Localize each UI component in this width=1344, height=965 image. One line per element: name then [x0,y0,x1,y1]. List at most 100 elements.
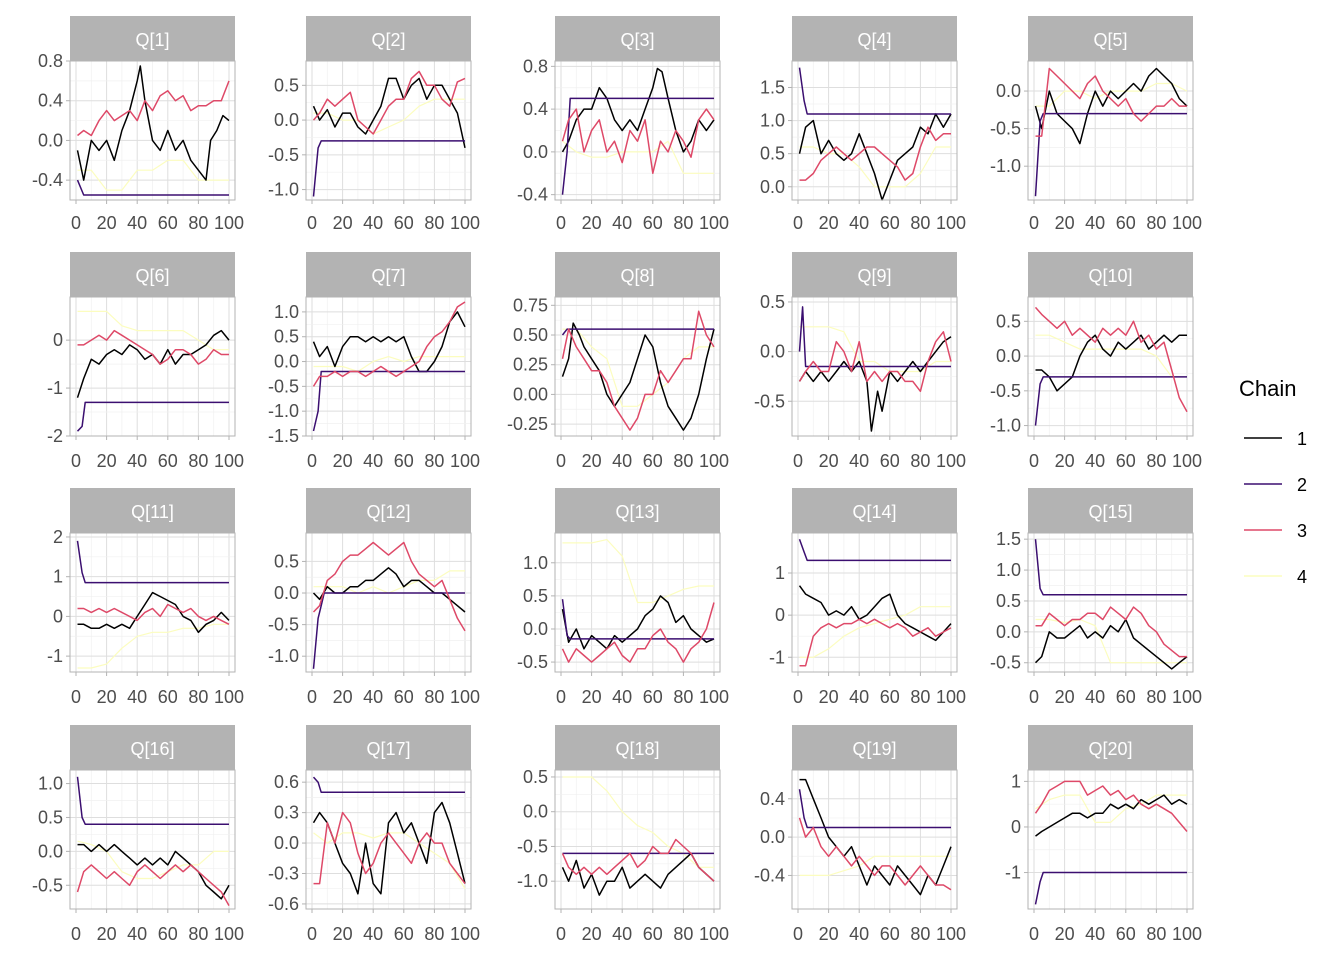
panel-border [791,769,958,910]
chain-1-trace [77,843,230,900]
x-tick-label: 20 [582,687,602,707]
x-tick-label: 100 [699,687,729,707]
chain-3-trace [1034,780,1188,832]
x-tick-label: 40 [1085,924,1105,944]
facet-strip [1028,725,1193,770]
y-tick-label: -0.5 [268,615,299,635]
facet-title: Q[8] [620,266,654,286]
panel-border [791,532,958,673]
chain-3-trace [77,329,229,365]
panel-border [791,296,958,437]
x-tick-label: 40 [1085,687,1105,707]
chain-3-trace [77,80,230,137]
chain-2-trace [312,370,465,432]
y-tick-label: -1 [1005,863,1021,883]
chain-4-trace [1035,794,1187,823]
y-tick-label: 0.0 [523,142,548,162]
panel-border [69,769,236,910]
facet-title: Q[12] [366,502,410,522]
facet-strip [792,16,957,61]
chain-4-trace [799,326,951,373]
x-tick-label: 80 [424,451,444,471]
y-tick-label: 0.8 [38,51,63,71]
x-tick-label: 20 [1055,687,1075,707]
x-tick-label: 60 [158,451,178,471]
x-tick-label: 60 [394,213,414,233]
y-tick-label: 0.0 [760,177,785,197]
y-tick-label: -0.4 [32,170,63,190]
x-tick-label: 0 [71,213,81,233]
x-tick-label: 20 [97,451,117,471]
panel-border [791,60,958,201]
chain-4-trace [562,328,714,407]
y-tick-label: 2 [53,527,63,547]
y-tick-label: 0.50 [513,325,548,345]
panel-border [1027,60,1194,201]
x-tick-label: 0 [556,213,566,233]
chain-3-trace [561,602,715,663]
x-tick-label: 80 [188,451,208,471]
x-tick-label: 100 [450,213,480,233]
x-tick-label: 100 [214,213,244,233]
chain-1-trace [561,322,715,431]
panel-5: Q[5] -1.0 -0.5 0.0 0 20 40 60 80 100 [990,16,1202,233]
x-tick-label: 40 [612,924,632,944]
chain-3-trace [798,817,952,891]
chain-1-trace [561,67,715,153]
y-tick-label: 0.5 [38,807,63,827]
panel-border [305,532,472,673]
chain-1-trace [1034,67,1188,145]
x-tick-label: 40 [363,924,383,944]
x-tick-label: 80 [424,687,444,707]
y-tick-label: -0.5 [990,653,1021,673]
facet-title: Q[4] [857,30,891,50]
y-tick-label: 0.5 [760,144,785,164]
y-tick-label: 1.0 [996,560,1021,580]
x-tick-label: 80 [1146,213,1166,233]
x-tick-label: 0 [71,924,81,944]
facet-title: Q[15] [1088,502,1132,522]
chain-2-trace [76,179,229,196]
chain-4-trace [313,356,465,373]
x-tick-label: 60 [880,451,900,471]
x-tick-label: 80 [1146,451,1166,471]
facet-title: Q[9] [857,266,891,286]
x-tick-label: 0 [793,451,803,471]
y-tick-label: -0.5 [990,119,1021,139]
panel-15: Q[15] -0.5 0.0 0.5 1.0 1.5 0 20 40 60 80 100 [990,488,1202,707]
x-tick-label: 20 [97,213,117,233]
chain-2-trace [1034,112,1187,197]
chain-3-trace [1035,606,1187,658]
x-tick-label: 20 [582,924,602,944]
x-tick-label: 100 [214,924,244,944]
x-tick-label: 100 [936,687,966,707]
x-tick-label: 100 [1172,687,1202,707]
panel-2: Q[2] -1.0 -0.5 0.0 0.5 0 20 40 60 80 100 [268,16,480,233]
panel-18: Q[18] -1.0 -0.5 0.0 0.5 0 20 40 60 80 100 [517,725,729,944]
x-tick-label: 80 [673,213,693,233]
chain-2-trace [76,401,229,432]
facet-title: Q[16] [130,739,174,759]
chain-1-trace [561,595,715,650]
chain-3-trace [312,301,466,387]
x-tick-label: 40 [849,687,869,707]
panel-border [554,532,721,673]
y-tick-label: -1.0 [268,180,299,200]
facet-strip [792,252,957,297]
x-tick-label: 20 [1055,924,1075,944]
x-tick-label: 60 [158,924,178,944]
y-tick-label: 0.0 [274,110,299,130]
facet-title: Q[10] [1088,266,1132,286]
y-tick-label: -0.25 [507,414,548,434]
chain-2-trace [1034,539,1187,596]
chain-4-trace [799,606,951,658]
chain-2-trace [312,592,465,669]
panel-border [554,769,721,910]
x-tick-label: 80 [910,451,930,471]
x-tick-label: 60 [394,687,414,707]
facet-title: Q[2] [371,30,405,50]
chain-2-trace [76,540,229,584]
